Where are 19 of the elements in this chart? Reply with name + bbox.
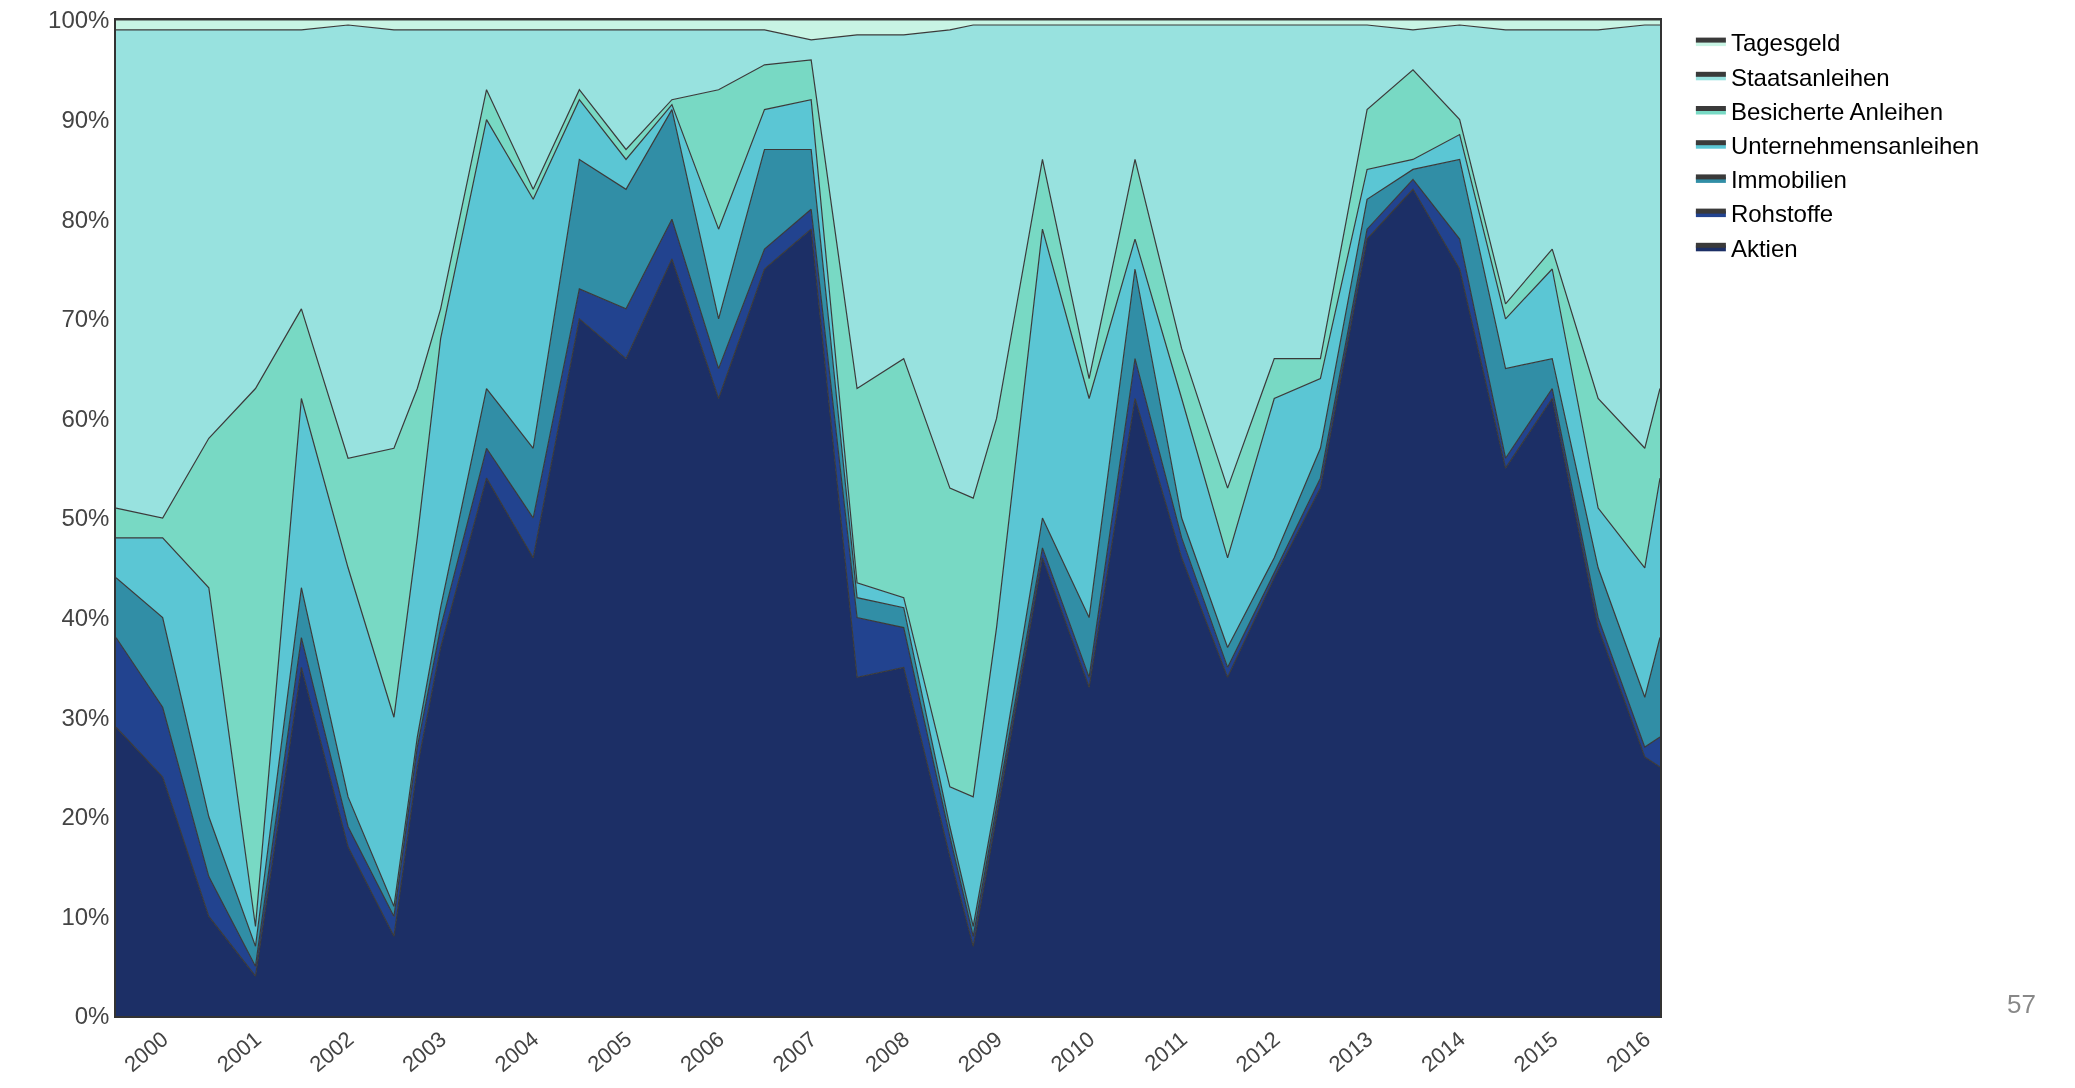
- y-tick-label: 0%: [74, 1002, 110, 1030]
- legend-label: Unternehmensanleihen: [1730, 132, 1980, 160]
- y-tick-label: 40%: [61, 604, 110, 631]
- y-tick-label: 70%: [61, 305, 110, 333]
- y-tick-label: 80%: [61, 205, 110, 233]
- legend-label: Immobilien: [1730, 166, 1847, 194]
- y-tick-label: 90%: [61, 106, 110, 133]
- y-tick-label: 10%: [61, 902, 110, 930]
- legend-label: Tagesgeld: [1730, 29, 1841, 57]
- y-tick-label: 30%: [61, 703, 110, 731]
- legend-label: Besicherte Anleihen: [1730, 97, 1944, 125]
- y-tick-label: 20%: [61, 803, 110, 831]
- legend-label: Staatsanleihen: [1730, 63, 1890, 91]
- legend-label: Rohstoffe: [1730, 200, 1834, 228]
- y-tick-label: 100%: [48, 6, 110, 34]
- y-tick-label: 60%: [61, 404, 110, 432]
- legend-label: Aktien: [1730, 234, 1798, 262]
- text: 57: [2007, 989, 2036, 1019]
- y-tick-label: 50%: [61, 504, 110, 532]
